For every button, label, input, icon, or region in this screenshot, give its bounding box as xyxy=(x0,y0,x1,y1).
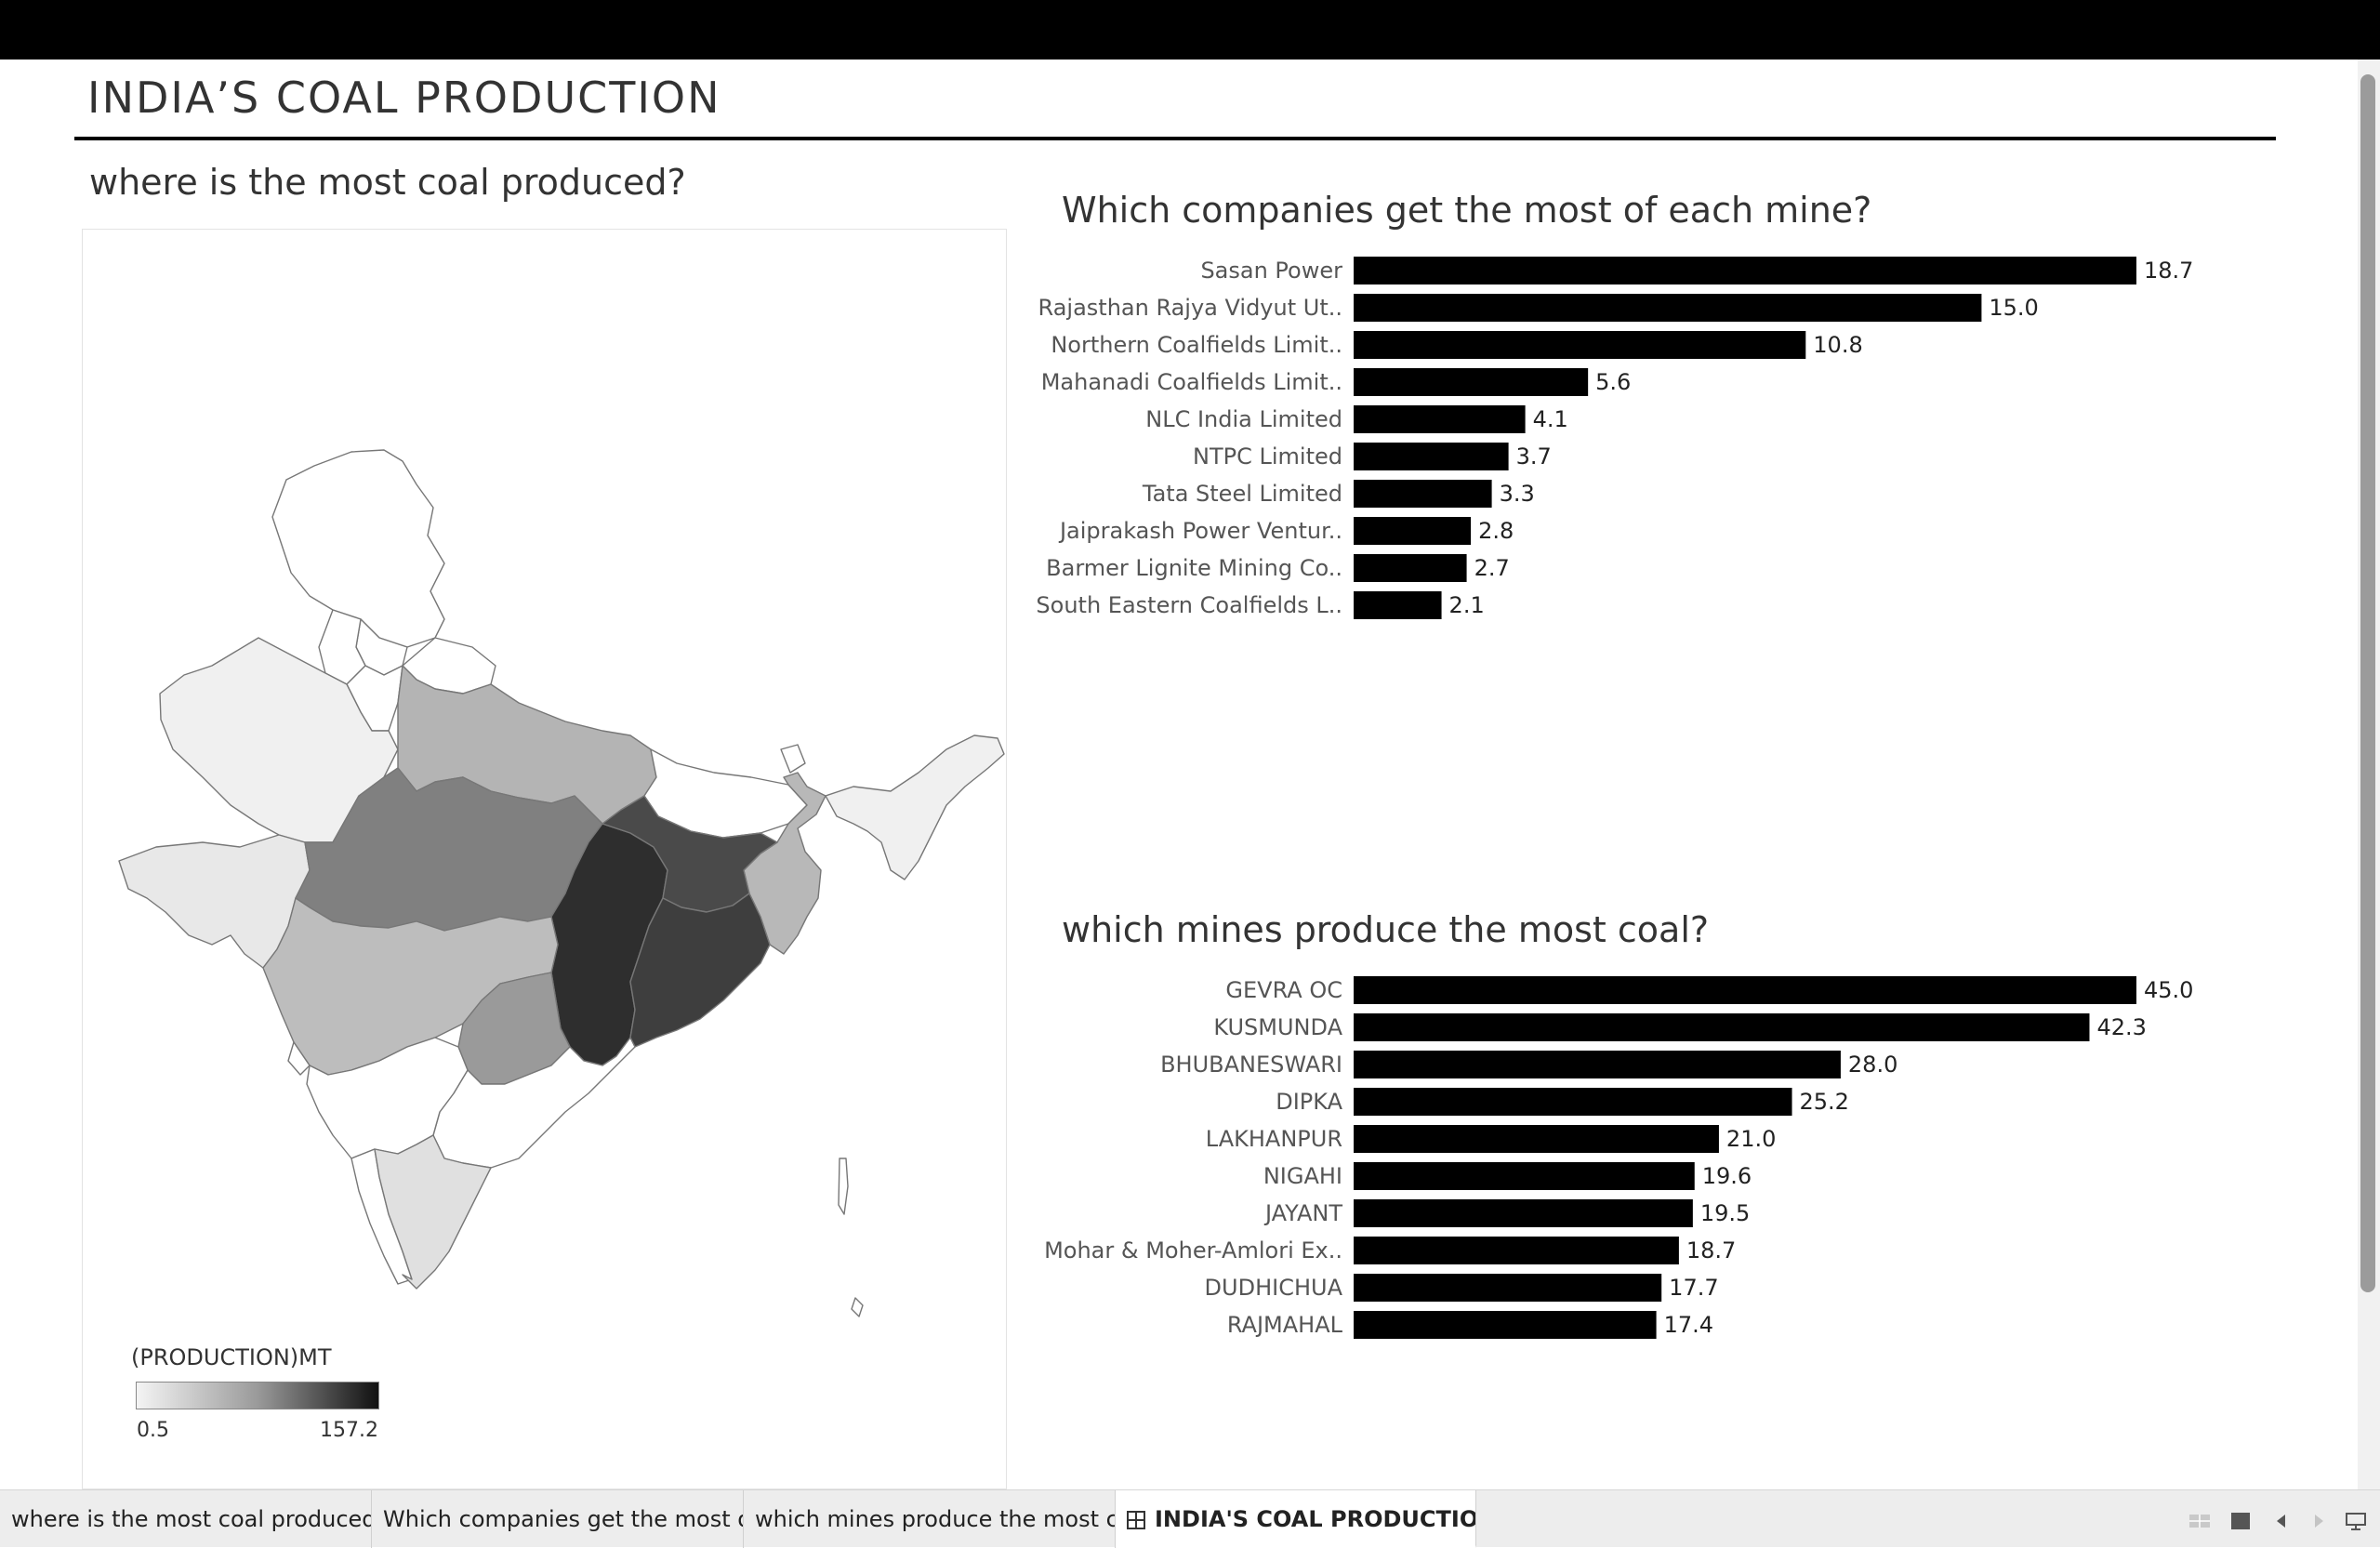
bar[interactable] xyxy=(1354,294,1982,322)
value-label: 3.7 xyxy=(1516,443,1552,470)
grid-view-icon[interactable] xyxy=(2188,1512,2211,1530)
bar[interactable] xyxy=(1354,1125,1719,1153)
bar[interactable] xyxy=(1354,1051,1841,1078)
value-label: 42.3 xyxy=(2096,1014,2146,1040)
state-karnataka[interactable] xyxy=(306,1037,469,1159)
bar[interactable] xyxy=(1354,257,2136,284)
value-label: 18.7 xyxy=(1686,1237,1736,1264)
value-label: 2.8 xyxy=(1478,518,1514,544)
value-label: 25.2 xyxy=(1800,1089,1849,1115)
bar[interactable] xyxy=(1354,1274,1662,1302)
dashboard-grid-icon xyxy=(1127,1511,1145,1529)
dashboard-title: INDIA’S COAL PRODUCTION xyxy=(87,73,721,123)
map-title: where is the most coal produced? xyxy=(89,162,686,203)
bar[interactable] xyxy=(1354,368,1589,396)
category-label: BHUBANESWARI xyxy=(1160,1052,1342,1078)
bar[interactable] xyxy=(1354,517,1472,545)
tab-companies-sheet[interactable]: Which companies get the most o... xyxy=(372,1490,744,1548)
bar[interactable] xyxy=(1354,1162,1695,1190)
previous-arrow-icon[interactable] xyxy=(2270,1512,2293,1530)
value-label: 28.0 xyxy=(1848,1052,1897,1078)
state-sikkim[interactable] xyxy=(780,744,806,774)
value-label: 15.0 xyxy=(1989,295,2038,321)
category-label: South Eastern Coalfields L.. xyxy=(1036,592,1342,618)
mines-bar-chart: GEVRA OC 45.0 KUSMUNDA 42.3 BHUBANESWARI 28.0… xyxy=(1044,976,2193,1339)
tab-map-sheet[interactable]: where is the most coal produced? xyxy=(0,1490,372,1548)
value-label: 19.5 xyxy=(1700,1200,1750,1226)
bar[interactable] xyxy=(1354,554,1467,582)
mines-chart-title: which mines produce the most coal? xyxy=(1062,909,1710,950)
island-nicobar xyxy=(851,1297,864,1317)
bar[interactable] xyxy=(1354,405,1526,433)
value-label: 2.7 xyxy=(1474,555,1510,581)
tab-dashboard[interactable]: INDIA'S COAL PRODUCTION xyxy=(1116,1490,1476,1548)
value-label: 17.4 xyxy=(1664,1312,1713,1338)
state-north-east[interactable] xyxy=(825,734,1005,880)
category-label: LAKHANPUR xyxy=(1206,1126,1342,1152)
category-label: Barmer Lignite Mining Co.. xyxy=(1046,555,1342,581)
category-label: Tata Steel Limited xyxy=(1142,481,1342,507)
category-label: Jaiprakash Power Ventur.. xyxy=(1058,518,1342,544)
title-divider xyxy=(74,137,2276,140)
scrollbar-thumb[interactable] xyxy=(2360,74,2375,1292)
state-jammu-kashmir[interactable] xyxy=(271,449,445,648)
legend-title: (PRODUCTION)MT xyxy=(131,1344,332,1370)
legend-max-label: 157.2 xyxy=(320,1419,378,1442)
category-label: Northern Coalfields Limit.. xyxy=(1051,332,1342,358)
top-toolbar xyxy=(0,0,2380,60)
island-andaman xyxy=(838,1158,849,1215)
legend-color-ramp xyxy=(136,1382,379,1409)
category-label: NIGAHI xyxy=(1263,1163,1342,1189)
value-label: 5.6 xyxy=(1595,369,1631,395)
value-label: 21.0 xyxy=(1726,1126,1776,1152)
category-label: GEVRA OC xyxy=(1225,977,1342,1003)
sheet-tab-bar: where is the most coal produced? Which c… xyxy=(0,1489,2380,1548)
category-label: RAJMAHAL xyxy=(1227,1312,1343,1338)
bar[interactable] xyxy=(1354,480,1492,508)
next-arrow-icon[interactable] xyxy=(2307,1512,2330,1530)
category-label: KUSMUNDA xyxy=(1213,1014,1342,1040)
category-label: JAYANT xyxy=(1263,1200,1342,1226)
value-label: 19.6 xyxy=(1702,1163,1752,1189)
single-view-icon[interactable] xyxy=(2229,1512,2252,1530)
value-label: 18.7 xyxy=(2144,258,2193,284)
bar[interactable] xyxy=(1354,1013,2090,1041)
state-goa[interactable] xyxy=(287,1041,311,1076)
bar[interactable] xyxy=(1354,1199,1693,1227)
tab-label: INDIA'S COAL PRODUCTION xyxy=(1155,1506,1476,1532)
state-tamil-nadu[interactable] xyxy=(374,1134,492,1290)
bar[interactable] xyxy=(1354,976,2136,1004)
bar[interactable] xyxy=(1354,443,1509,470)
value-label: 3.3 xyxy=(1500,481,1535,507)
state-west-bengal[interactable] xyxy=(743,772,826,955)
value-label: 17.7 xyxy=(1669,1275,1718,1301)
category-label: Rajasthan Rajya Vidyut Ut.. xyxy=(1038,295,1342,321)
value-label: 2.1 xyxy=(1449,592,1485,618)
presentation-icon[interactable] xyxy=(2345,1512,2367,1530)
category-label: DIPKA xyxy=(1276,1089,1342,1115)
value-label: 10.8 xyxy=(1813,332,1862,358)
value-label: 4.1 xyxy=(1533,406,1568,432)
tab-label: which mines produce the most c... xyxy=(755,1506,1116,1532)
bar[interactable] xyxy=(1354,331,1806,359)
tab-mines-sheet[interactable]: which mines produce the most c... xyxy=(744,1490,1116,1548)
tab-label: where is the most coal produced? xyxy=(11,1506,372,1532)
category-label: NTPC Limited xyxy=(1193,443,1342,470)
legend-min-label: 0.5 xyxy=(137,1419,169,1442)
bar[interactable] xyxy=(1354,1088,1792,1116)
tab-label: Which companies get the most o... xyxy=(383,1506,744,1532)
companies-bar-chart: Sasan Power 18.7 Rajasthan Rajya Vidyut Ut… xyxy=(1036,257,2193,619)
category-label: DUDHICHUA xyxy=(1205,1275,1343,1301)
bar[interactable] xyxy=(1354,1237,1679,1264)
category-label: Sasan Power xyxy=(1200,258,1342,284)
state-odisha[interactable] xyxy=(629,893,771,1048)
bar[interactable] xyxy=(1354,1311,1657,1339)
category-label: Mahanadi Coalfields Limit.. xyxy=(1041,369,1342,395)
companies-chart-title: Which companies get the most of each min… xyxy=(1062,190,1872,231)
value-label: 45.0 xyxy=(2144,977,2193,1003)
category-label: Mohar & Moher-Amlori Ex.. xyxy=(1044,1237,1342,1264)
category-label: NLC India Limited xyxy=(1145,406,1342,432)
india-choropleth-map[interactable] xyxy=(82,229,1007,1344)
bar[interactable] xyxy=(1354,591,1442,619)
